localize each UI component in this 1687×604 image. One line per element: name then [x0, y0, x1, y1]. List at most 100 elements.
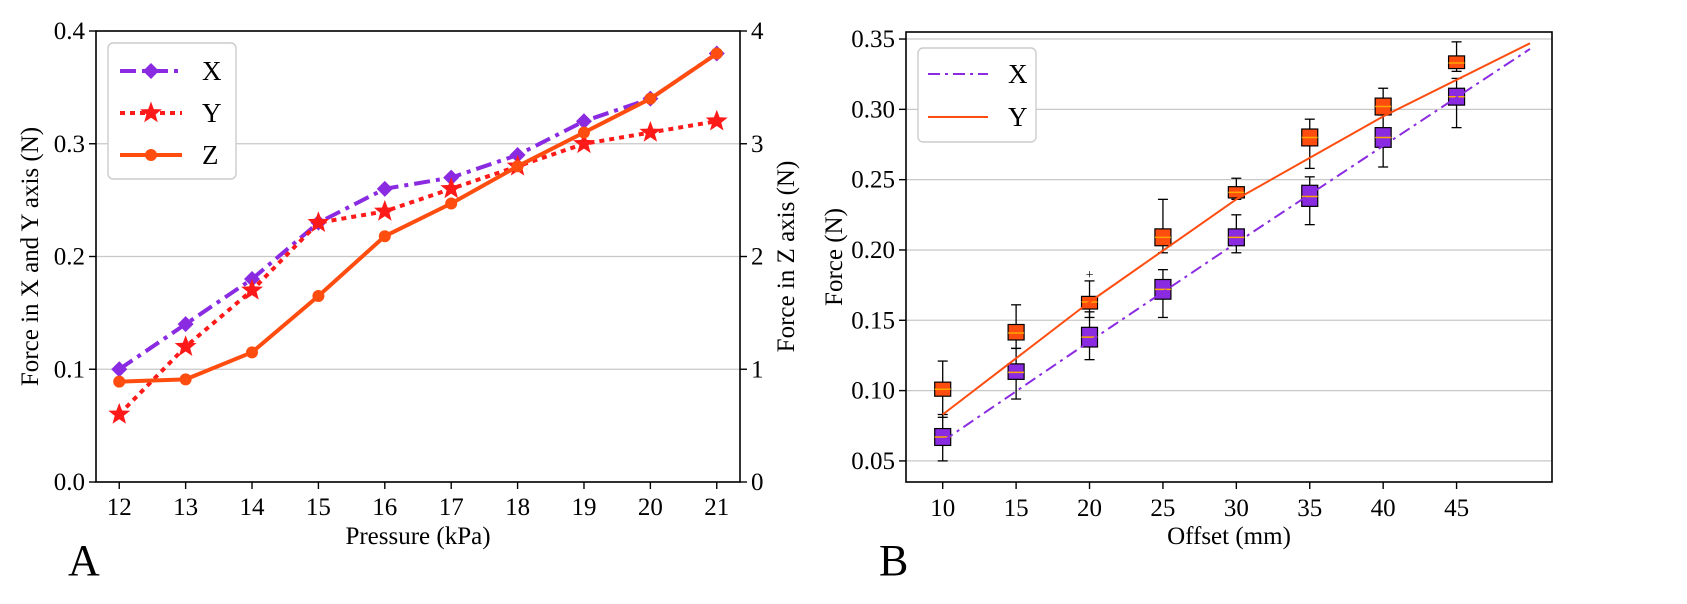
data-point-z	[710, 47, 723, 60]
series-x-line	[118, 51, 718, 371]
panel-b-label: B	[879, 536, 908, 585]
data-point-z	[445, 197, 458, 210]
box-x	[1301, 176, 1319, 226]
plot-frame	[95, 30, 741, 483]
y-axis-label: Force in X and Y axis (N)	[17, 127, 44, 386]
y-axis-label: Force (N)	[821, 208, 848, 306]
data-point-y	[307, 211, 330, 232]
x-tick-label: 30	[1224, 495, 1249, 522]
legend: XY	[917, 47, 1037, 143]
data-point-z	[246, 346, 259, 359]
box-y	[1154, 198, 1172, 254]
box-y	[1447, 41, 1466, 73]
x-tick-label: 10	[930, 495, 955, 522]
x-tick-label: 35	[1297, 495, 1322, 522]
data-point-y	[174, 335, 197, 356]
series-y	[934, 41, 1531, 418]
x-tick-label: 21	[704, 494, 729, 521]
data-point-y	[573, 132, 595, 154]
legend-y-marker	[140, 101, 162, 123]
x-tick-label: 20	[1077, 495, 1102, 522]
y-tick-label: 0.20	[851, 237, 895, 264]
box-y	[1301, 118, 1319, 170]
legend-box	[917, 47, 1037, 143]
x-tick-label: 45	[1444, 495, 1469, 522]
box-x	[1374, 112, 1392, 168]
x-tick-label: 25	[1150, 495, 1175, 522]
legend-y-label: Y	[202, 98, 222, 128]
legend-x-label: X	[1008, 59, 1028, 89]
series-z	[113, 47, 723, 388]
y-tick-label: 0.15	[851, 307, 895, 334]
box-x	[1154, 269, 1172, 319]
y-tick-label: 0.0	[54, 469, 85, 496]
box-x	[1007, 347, 1025, 400]
y-tick-label: 0.1	[54, 356, 85, 383]
y2-tick-label: 4	[751, 18, 764, 45]
y-tick-label: 0.35	[851, 26, 895, 53]
data-point-y	[373, 199, 396, 221]
data-point-y	[705, 109, 728, 131]
data-point-y	[639, 121, 662, 142]
data-point-z	[179, 373, 192, 386]
box-x	[1227, 214, 1245, 254]
legend-y-label: Y	[1008, 102, 1028, 132]
box-y	[1007, 304, 1025, 350]
data-point-z	[312, 289, 325, 302]
x-axis-label: Pressure (kPa)	[345, 523, 490, 550]
x-tick-label: 20	[638, 494, 663, 521]
x-tick-label: 18	[505, 494, 530, 521]
y-tick-label: 0.3	[54, 131, 85, 158]
plot-frame	[905, 31, 1553, 483]
fit-line-y	[942, 42, 1531, 416]
y-tick-label: 0.2	[54, 244, 85, 271]
data-point-x	[376, 180, 393, 197]
data-point-z	[378, 230, 391, 243]
box-y	[934, 360, 952, 418]
data-point-x	[111, 361, 128, 378]
y2-tick-label: 1	[751, 356, 764, 383]
y-tick-label: 0.30	[851, 96, 895, 123]
legend-z-marker	[145, 149, 157, 161]
data-point-x	[575, 113, 592, 130]
legend-x-marker	[143, 63, 159, 79]
data-point-z	[511, 160, 524, 173]
x-tick-label: 12	[107, 494, 132, 521]
x-tick-label: 17	[439, 494, 464, 521]
x-tick-label: 40	[1371, 495, 1396, 522]
y2-tick-label: 2	[751, 244, 764, 271]
y-tick-label: 0.10	[851, 378, 895, 405]
x-axis-label: Offset (mm)	[1167, 523, 1291, 550]
series-z-line	[119, 51, 718, 384]
y-tick-label: 0.05	[851, 448, 895, 475]
panel-a-label: A	[68, 536, 100, 585]
x-tick-label: 13	[173, 494, 198, 521]
y2-tick-label: 3	[751, 131, 764, 158]
y2-tick-label: 0	[751, 469, 764, 496]
y2-axis-label: Force in Z axis (N)	[773, 161, 800, 353]
box-x: +	[1080, 268, 1099, 361]
y-tick-label: 0.25	[851, 167, 895, 194]
data-point-z	[644, 92, 657, 105]
data-point-x	[177, 316, 194, 333]
box-outlier: +	[1086, 268, 1094, 283]
legend-x-label: X	[202, 56, 222, 86]
data-point-y	[108, 402, 131, 424]
y-tick-label: 0.4	[54, 18, 86, 45]
x-tick-label: 14	[240, 494, 266, 521]
box-x	[1447, 77, 1466, 129]
fit-line-x	[942, 48, 1531, 443]
data-point-z	[113, 375, 126, 388]
data-point-y	[440, 177, 463, 199]
legend-z-label: Z	[202, 140, 219, 170]
x-tick-label: 19	[571, 494, 596, 521]
box-y	[1227, 177, 1245, 200]
x-tick-label: 16	[372, 494, 397, 521]
legend: XYZ	[107, 42, 237, 180]
x-tick-label: 15	[306, 494, 331, 521]
x-tick-label: 15	[1004, 495, 1029, 522]
data-point-y	[241, 278, 263, 300]
panel-b-chart: 0.05 0.10 0.15 0.20 0.25 0.30 0.35 10 15 20 25 30 35…	[821, 26, 1553, 550]
